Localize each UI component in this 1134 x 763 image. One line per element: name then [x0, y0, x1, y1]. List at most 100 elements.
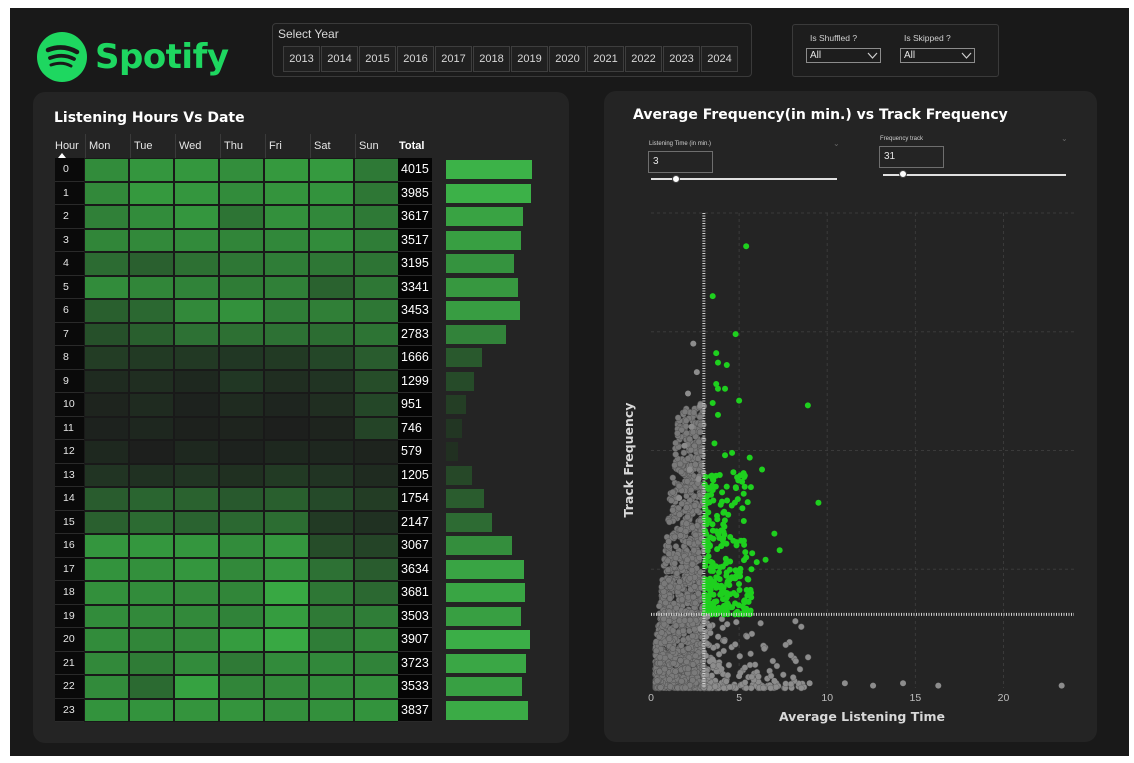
hour-header[interactable]: Hour: [55, 134, 83, 158]
heatmap-cell: [174, 205, 219, 229]
heatmap-cell: [129, 534, 174, 558]
heatmap-cell: [264, 181, 309, 205]
skipped-dropdown[interactable]: All: [900, 48, 975, 63]
sort-ascending-icon: [58, 153, 66, 158]
hour-label: 22: [55, 675, 84, 699]
hour-label: 6: [55, 299, 84, 323]
heatmap-cell: [309, 181, 354, 205]
hour-label: 11: [55, 416, 84, 440]
frequency-track-slider-thumb[interactable]: [899, 170, 907, 178]
heatmap-cell: [219, 346, 264, 370]
heatmap-cell: [309, 205, 354, 229]
heatmap-cell: [354, 534, 399, 558]
listening-time-input[interactable]: 3: [648, 151, 713, 173]
heatmap-cell: [309, 158, 354, 182]
heatmap-cell: [219, 275, 264, 299]
year-button-2018[interactable]: 2018: [473, 46, 510, 72]
frequency-track-input[interactable]: 31: [879, 146, 944, 168]
heatmap-cell: [264, 463, 309, 487]
heatmap-cell: [264, 299, 309, 323]
total-bar: [446, 348, 482, 367]
heatmap-cell: [309, 651, 354, 675]
total-bar: [446, 183, 531, 203]
total-bar: [446, 559, 524, 579]
heatmap-cell: [129, 228, 174, 252]
hour-label: 10: [55, 393, 84, 417]
heatmap-cell: [354, 369, 399, 393]
year-button-2015[interactable]: 2015: [359, 46, 396, 72]
heatmap-cell: [174, 557, 219, 581]
hour-label: 1: [55, 181, 84, 205]
heatmap-cell: [354, 346, 399, 370]
day-header-wed: Wed: [175, 134, 220, 158]
shuffled-dropdown[interactable]: All: [806, 48, 881, 63]
scatter-title: Average Frequency(in min.) vs Track Freq…: [633, 107, 1008, 123]
total-value: 1299: [398, 369, 432, 393]
heatmap-cell: [219, 299, 264, 323]
year-button-2014[interactable]: 2014: [321, 46, 358, 72]
total-value: 951: [398, 393, 432, 417]
year-button-2021[interactable]: 2021: [587, 46, 624, 72]
year-button-2013[interactable]: 2013: [283, 46, 320, 72]
heatmap-cell: [264, 369, 309, 393]
year-button-2019[interactable]: 2019: [511, 46, 548, 72]
total-bar: [446, 700, 528, 720]
heatmap-cell: [174, 181, 219, 205]
heatmap-cell: [354, 181, 399, 205]
year-slicer: Select Year 2013 2014 2015 2016 2017 2018 2019…: [272, 23, 752, 77]
heatmap-cell: [309, 557, 354, 581]
listening-time-slider-thumb[interactable]: [672, 175, 680, 183]
heatmap-cell: [174, 534, 219, 558]
heatmap-cell: [354, 698, 399, 722]
heatmap-cell: [309, 698, 354, 722]
year-button-2023[interactable]: 2023: [663, 46, 700, 72]
heatmap-cell: [264, 275, 309, 299]
heatmap-cell: [129, 628, 174, 652]
hour-header-label: Hour: [55, 140, 79, 152]
heatmap-cell: [84, 534, 129, 558]
heatmap-cell: [354, 510, 399, 534]
heatmap-cell: [219, 322, 264, 346]
shuffled-dropdown-value: All: [810, 50, 822, 61]
heatmap-cell: [309, 510, 354, 534]
chevron-down-icon: [867, 52, 878, 59]
total-value: 3907: [398, 628, 432, 652]
total-value: 3634: [398, 557, 432, 581]
heatmap-cell: [219, 440, 264, 464]
total-bar: [446, 677, 522, 696]
heatmap-cell: [174, 510, 219, 534]
year-button-2022[interactable]: 2022: [625, 46, 662, 72]
heatmap-cell: [174, 604, 219, 628]
heatmap-cell: [174, 581, 219, 605]
total-value: 3617: [398, 205, 432, 229]
hour-label: 8: [55, 346, 84, 370]
year-button-2024[interactable]: 2024: [701, 46, 738, 72]
heatmap-cell: [129, 604, 174, 628]
year-button-2020[interactable]: 2020: [549, 46, 586, 72]
heatmap-cell: [84, 557, 129, 581]
spotify-wordmark: Spotify: [95, 37, 229, 77]
heatmap-cell: [354, 628, 399, 652]
chevron-down-icon[interactable]: ⌄: [1061, 134, 1068, 143]
total-value: 3723: [398, 651, 432, 675]
hour-label: 17: [55, 557, 84, 581]
year-button-2016[interactable]: 2016: [397, 46, 434, 72]
heatmap-cell: [129, 369, 174, 393]
total-value: 3067: [398, 534, 432, 558]
heatmap-cell: [309, 416, 354, 440]
year-button-2017[interactable]: 2017: [435, 46, 472, 72]
heatmap-cell: [309, 252, 354, 276]
heatmap-cell: [84, 393, 129, 417]
heatmap-cell: [264, 205, 309, 229]
total-bar: [446, 371, 474, 391]
listening-time-slider-track[interactable]: [651, 178, 837, 180]
hour-label: 14: [55, 487, 84, 511]
heatmap-cell: [219, 604, 264, 628]
heatmap-cell: [309, 628, 354, 652]
heatmap-cell: [354, 604, 399, 628]
heatmap-cell: [354, 557, 399, 581]
total-bar: [446, 324, 506, 344]
heatmap-cell: [309, 228, 354, 252]
chevron-down-icon[interactable]: ⌄: [833, 139, 840, 148]
frequency-track-slider-track[interactable]: [883, 174, 1066, 176]
